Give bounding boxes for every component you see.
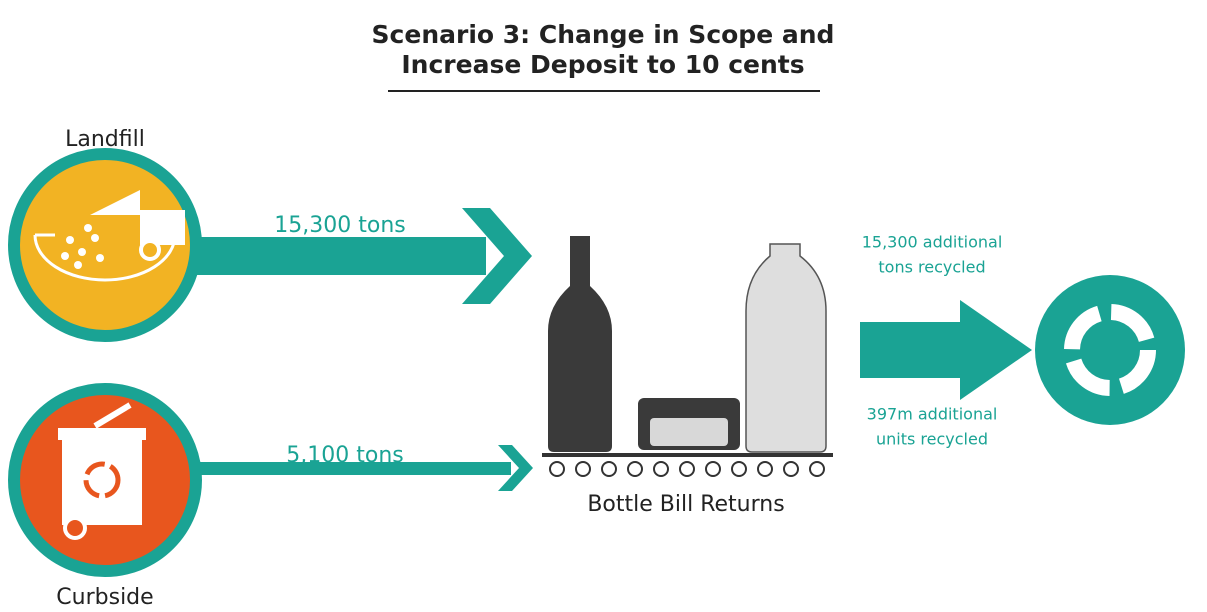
recycle-icon <box>1035 275 1185 425</box>
outcome-line: 397m additional <box>867 405 998 424</box>
flow-label: 15,300 tons <box>274 213 405 238</box>
title-line: Increase Deposit to 10 cents <box>401 50 804 79</box>
flow-arrow <box>196 208 532 304</box>
curbside-icon <box>8 383 202 577</box>
source-label: Landfill <box>65 127 145 152</box>
title-line: Scenario 3: Change in Scope and <box>372 20 835 49</box>
outcome-line: units recycled <box>876 430 988 449</box>
outcome-line: tons recycled <box>878 258 985 277</box>
center-label: Bottle Bill Returns <box>587 492 784 517</box>
landfill-icon <box>8 148 202 342</box>
flow-label: 5,100 tons <box>286 443 403 468</box>
flow-arrow <box>196 445 533 491</box>
result-arrow <box>860 300 1032 400</box>
source-label: Curbside <box>56 585 153 610</box>
containers <box>542 236 833 477</box>
outcome-line: 15,300 additional <box>862 233 1003 252</box>
